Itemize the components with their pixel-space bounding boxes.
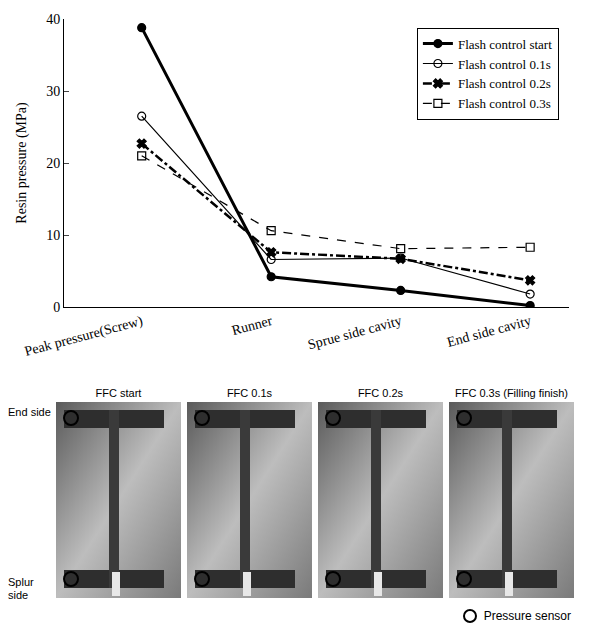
html-text:Splur side: Splur side: [8, 576, 34, 601]
svg-text:Flash control 0.2s: Flash control 0.2s: [458, 76, 551, 91]
svg-text:Resin pressure (MPa): Resin pressure (MPa): [14, 102, 30, 224]
svg-text:Sprue side cavity: Sprue side cavity: [306, 313, 403, 352]
svg-text:40: 40: [46, 12, 60, 27]
html-text:FFC 0.1s: FFC 0.1s: [226, 387, 273, 399]
html-text:End side: End side: [8, 406, 51, 418]
svg-text:30: 30: [46, 84, 60, 99]
svg-text:20: 20: [46, 156, 60, 171]
html-text:Pressure sensor: Pressure sensor: [483, 609, 571, 623]
svg-text:End side cavity: End side cavity: [445, 313, 532, 350]
svg-text:Peak pressure(Screw): Peak pressure(Screw): [23, 313, 145, 360]
html-text:FFC 0.2s: FFC 0.2s: [357, 387, 404, 399]
svg-text:Flash control 0.3s: Flash control 0.3s: [458, 96, 551, 111]
html-text:FFC start: FFC start: [95, 387, 142, 399]
svg-text:0: 0: [53, 300, 60, 315]
svg-text:Flash control start: Flash control start: [458, 37, 552, 52]
html-text:FFC 0.3s (Filling finish): FFC 0.3s (Filling finish): [455, 387, 568, 399]
svg-text:Flash control 0.1s: Flash control 0.1s: [458, 57, 551, 72]
svg-text:10: 10: [46, 228, 60, 243]
svg-text:Runner: Runner: [230, 313, 274, 338]
